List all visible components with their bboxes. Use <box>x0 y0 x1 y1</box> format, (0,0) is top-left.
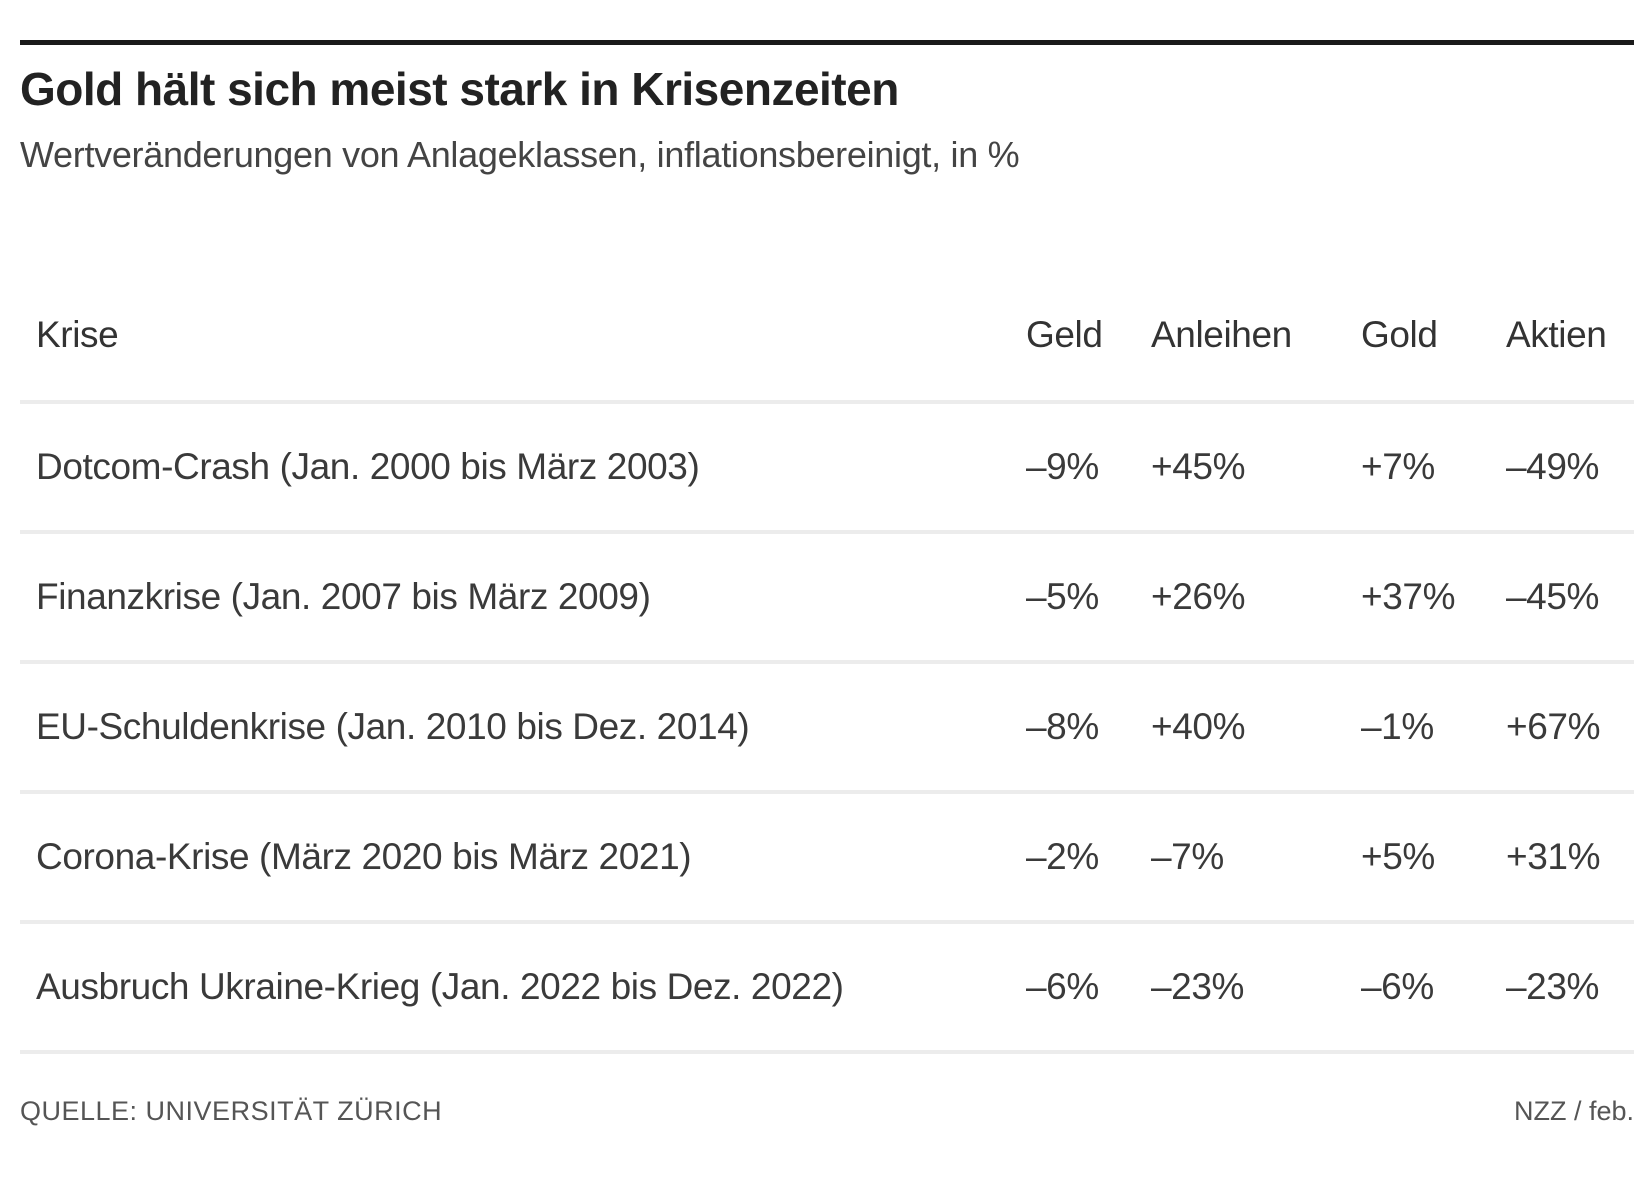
table-row: EU-Schuldenkrise (Jan. 2010 bis Dez. 201… <box>20 660 1634 792</box>
geld-cell: –2% <box>1026 790 1151 922</box>
column-header-aktien: Aktien <box>1506 314 1607 355</box>
chart-frame: Gold hält sich meist stark in Krisenzeit… <box>20 40 1634 1054</box>
chart-subtitle: Wertveränderungen von Anlageklassen, inf… <box>20 134 1020 175</box>
data-table: Krise Geld Anleihen Gold Aktien Dotcom-C… <box>20 270 1634 1054</box>
table-header-row: Krise Geld Anleihen Gold Aktien <box>20 270 1634 402</box>
anleihen-cell: –23% <box>1151 920 1361 1054</box>
aktien-cell: +67% <box>1506 660 1634 792</box>
gold-cell: +37% <box>1361 530 1506 662</box>
geld-cell: –9% <box>1026 400 1151 532</box>
column-header-krise: Krise <box>36 314 119 355</box>
table-row: Dotcom-Crash (Jan. 2000 bis März 2003) –… <box>20 400 1634 532</box>
crisis-cell: Finanzkrise (Jan. 2007 bis März 2009) <box>20 530 1026 662</box>
gold-cell: +5% <box>1361 790 1506 922</box>
anleihen-cell: +45% <box>1151 400 1361 532</box>
aktien-cell: –49% <box>1506 400 1634 532</box>
gold-cell: –6% <box>1361 920 1506 1054</box>
geld-cell: –8% <box>1026 660 1151 792</box>
column-header-anleihen: Anleihen <box>1151 314 1292 355</box>
geld-cell: –5% <box>1026 530 1151 662</box>
crisis-cell: Dotcom-Crash (Jan. 2000 bis März 2003) <box>20 400 1026 532</box>
table-row: Ausbruch Ukraine-Krieg (Jan. 2022 bis De… <box>20 920 1634 1054</box>
geld-cell: –6% <box>1026 920 1151 1054</box>
table-row: Corona-Krise (März 2020 bis März 2021) –… <box>20 790 1634 922</box>
gold-cell: –1% <box>1361 660 1506 792</box>
aktien-cell: –23% <box>1506 920 1634 1054</box>
crisis-cell: Corona-Krise (März 2020 bis März 2021) <box>20 790 1026 922</box>
column-header-geld: Geld <box>1026 314 1103 355</box>
source-note: QUELLE: UNIVERSITÄT ZÜRICH <box>20 1096 443 1126</box>
aktien-cell: +31% <box>1506 790 1634 922</box>
table-row: Finanzkrise (Jan. 2007 bis März 2009) –5… <box>20 530 1634 662</box>
chart-title: Gold hält sich meist stark in Krisenzeit… <box>20 63 899 115</box>
column-header-gold: Gold <box>1361 314 1438 355</box>
gold-cell: +7% <box>1361 400 1506 532</box>
anleihen-cell: +26% <box>1151 530 1361 662</box>
crisis-cell: EU-Schuldenkrise (Jan. 2010 bis Dez. 201… <box>20 660 1026 792</box>
aktien-cell: –45% <box>1506 530 1634 662</box>
anleihen-cell: –7% <box>1151 790 1361 922</box>
credit-note: NZZ / feb. <box>1513 1096 1634 1126</box>
crisis-cell: Ausbruch Ukraine-Krieg (Jan. 2022 bis De… <box>20 920 1026 1054</box>
anleihen-cell: +40% <box>1151 660 1361 792</box>
top-rule <box>20 40 1634 45</box>
